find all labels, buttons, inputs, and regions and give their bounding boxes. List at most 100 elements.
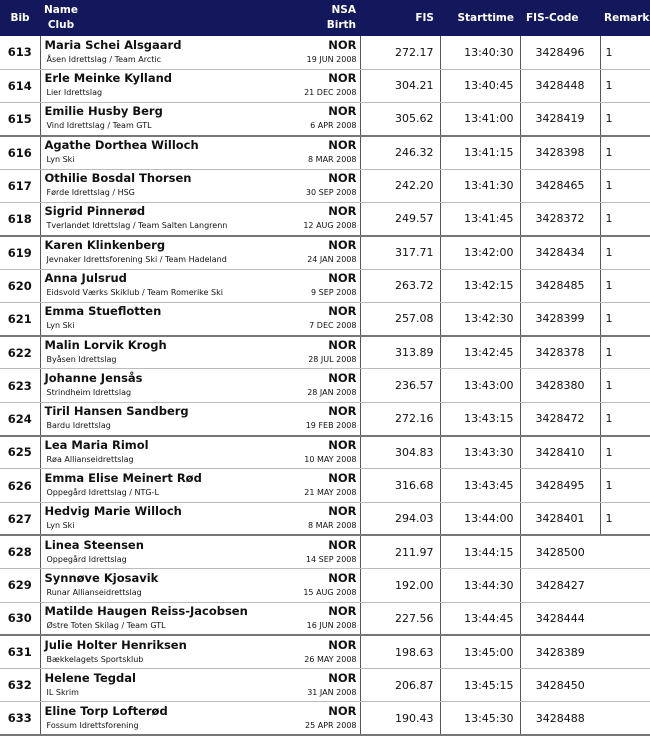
athlete-name: Malin Lorvik Krogh: [44, 338, 167, 353]
nsa: NOR: [328, 471, 357, 485]
bib-cell: 629: [0, 568, 40, 603]
club: Fossum Idrettsforening: [46, 720, 139, 730]
header-remarks: Remarks: [604, 12, 650, 24]
table-row: 627 Hedvig Marie Willoch NOR Lyn Ski 8 MAR 2…: [0, 502, 650, 537]
table-row: 619 Karen Klinkenberg NOR Jevnaker Idrettsf…: [0, 235, 650, 270]
nsa: NOR: [328, 238, 357, 253]
name-cell: Hedvig Marie Willoch NOR Lyn Ski 8 MAR 2008: [39, 502, 360, 537]
header-fis: FIS: [415, 12, 434, 24]
remarks: 1: [599, 302, 650, 337]
athlete-name: Karen Klinkenberg: [44, 238, 166, 253]
table-row: 620 Anna Julsrud NOR Eidsvold Værks Skiklub…: [0, 269, 650, 303]
table-row: 616 Agathe Dorthea Willoch NOR Lyn Ski 8 MAR…: [0, 135, 650, 170]
fis-code: 3428378: [519, 335, 600, 370]
fis-code: 3428450: [519, 668, 600, 703]
name-cell: Karen Klinkenberg NOR Jevnaker Idrettsfore…: [39, 235, 360, 270]
club: Lier Idrettslag: [46, 88, 103, 98]
nsa: NOR: [328, 104, 357, 119]
fis-points: 272.17: [359, 36, 440, 70]
athlete-name: Emma Stueflotten: [44, 304, 162, 319]
birth-date: 31 JAN 2008: [307, 687, 357, 697]
bib-cell: 624: [0, 402, 40, 437]
fis-points: 294.03: [359, 502, 440, 537]
athlete-name: Emma Elise Meinert Rød: [44, 471, 202, 485]
club: Østre Toten Skilag / Team GTL: [46, 620, 166, 630]
header-bib: Bib: [10, 12, 30, 24]
bib-cell: 617: [0, 169, 40, 203]
birth-date: 16 JUN 2008: [306, 620, 357, 630]
fis-code: 3428465: [519, 169, 600, 203]
nsa: NOR: [328, 171, 357, 186]
fis-code: 3428427: [519, 568, 600, 603]
nsa: NOR: [328, 338, 357, 353]
bib-cell: 618: [0, 202, 40, 237]
fis-code: 3428500: [519, 535, 600, 570]
club: IL Skrim: [46, 687, 79, 697]
nsa: NOR: [328, 71, 357, 86]
nsa: NOR: [328, 703, 357, 718]
name-cell: Anna Julsrud NOR Eidsvold Værks Skiklub / …: [39, 269, 360, 303]
bib-cell: 621: [0, 302, 40, 337]
name-cell: Eline Torp Lofterød NOR Fossum Idrettsfore…: [39, 701, 360, 736]
bib-cell: 631: [0, 635, 40, 670]
start-time: 13:43:45: [439, 468, 520, 503]
header-starttime: Starttime: [457, 12, 514, 24]
fis-code: 3428496: [519, 36, 600, 70]
remarks: [600, 668, 650, 703]
remarks: [600, 701, 650, 736]
bib-cell: 627: [0, 502, 40, 537]
fis-points: 192.00: [359, 568, 440, 603]
fis-code: 3428488: [519, 701, 600, 736]
athlete-name: Anna Julsrud: [44, 271, 127, 286]
start-time: 13:41:30: [439, 169, 520, 203]
start-time: 13:45:30: [439, 701, 520, 736]
club: Eidsvold Værks Skiklub / Team Romerike S…: [46, 288, 223, 298]
birth-date: 28 JUL 2008: [308, 355, 357, 365]
fis-points: 257.08: [359, 302, 440, 337]
fis-code: 3428495: [519, 468, 600, 503]
table-row: 618 Sigrid Pinnerød NOR Tverlandet Idrettsl…: [0, 202, 650, 237]
nsa: NOR: [328, 637, 357, 652]
bib-cell: 632: [0, 668, 40, 703]
fis-points: 304.83: [359, 435, 440, 470]
start-time: 13:44:30: [439, 568, 520, 603]
table-row: 617 Othilie Bosdal Thorsen NOR Førde Idrett…: [0, 169, 650, 203]
remarks: 1: [599, 468, 650, 503]
fis-points: 272.16: [359, 402, 440, 437]
birth-date: 8 MAR 2008: [308, 521, 357, 531]
name-cell: Maria Schei Alsgaard NOR Åsen Idrettslag /…: [39, 36, 360, 70]
remarks: 1: [599, 235, 650, 270]
fis-points: 317.71: [359, 235, 440, 270]
header-name: Name: [44, 4, 78, 16]
bib-cell: 628: [0, 535, 40, 570]
table-row: 625 Lea Maria Rimol NOR Røa Allianseidretts…: [0, 435, 650, 470]
birth-date: 8 MAR 2008: [308, 155, 357, 165]
remarks: [600, 535, 650, 570]
name-cell: Johanne Jensås NOR Strindheim Idrettslag 28…: [39, 368, 360, 403]
club: Bardu Idrettslag: [46, 421, 111, 431]
athlete-name: Matilde Haugen Reiss-Jacobsen: [44, 603, 248, 618]
bib-cell: 623: [0, 368, 40, 403]
table-row: 628 Linea Steensen NOR Oppegård Idrettslag 1…: [0, 535, 650, 570]
start-time: 13:40:45: [439, 69, 520, 104]
header-fis-code: FIS-Code: [526, 12, 579, 24]
bib-cell: 626: [0, 468, 40, 503]
bib-cell: 625: [0, 435, 40, 470]
table-row: 613 Maria Schei Alsgaard NOR Åsen Idrettsla…: [0, 36, 650, 70]
athlete-name: Johanne Jensås: [44, 371, 143, 386]
club: Åsen Idrettslag / Team Arctic: [46, 54, 162, 64]
fis-code: 3428410: [519, 435, 600, 470]
fis-points: 211.97: [359, 535, 440, 570]
club: Oppegård Idrettslag: [46, 554, 127, 564]
nsa: NOR: [328, 437, 357, 452]
start-time: 13:44:45: [439, 602, 520, 637]
start-time: 13:45:00: [439, 635, 520, 670]
club: Runar Allianseidrettslag: [46, 587, 142, 597]
birth-date: 19 JUN 2008: [306, 54, 357, 64]
bib-cell: 630: [0, 602, 40, 637]
remarks: 1: [599, 335, 650, 370]
club: Tverlandet Idrettslag / Team Salten Lang…: [46, 221, 228, 231]
nsa: NOR: [328, 204, 357, 219]
club: Lyn Ski: [46, 521, 75, 531]
bib-cell: 616: [0, 135, 40, 170]
